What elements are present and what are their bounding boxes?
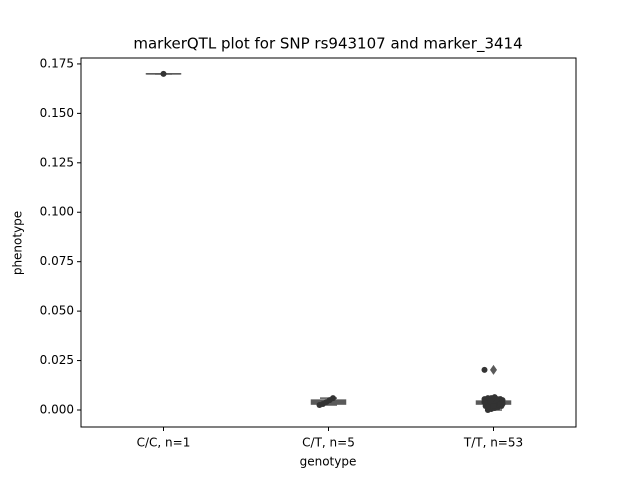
x-tick-label: C/C, n=1: [137, 436, 191, 450]
chart-title: markerQTL plot for SNP rs943107 and mark…: [133, 35, 522, 54]
point: [487, 398, 494, 405]
y-tick-label: 0.050: [40, 304, 74, 318]
flier: [490, 364, 497, 375]
point: [493, 396, 500, 403]
y-tick-label: 0.125: [40, 155, 74, 169]
y-tick-label: 0.000: [40, 402, 74, 416]
point: [490, 403, 497, 410]
x-tick-label: C/T, n=5: [302, 436, 355, 450]
y-axis-label: phenotype: [11, 211, 25, 275]
y-tick-label: 0.150: [40, 106, 74, 120]
y-tick-label: 0.175: [40, 56, 74, 70]
x-axis-label: genotype: [300, 455, 357, 469]
plot-frame: [80, 57, 577, 428]
y-tick-label: 0.075: [40, 254, 74, 268]
y-tick-label: 0.025: [40, 353, 74, 367]
point: [481, 366, 488, 373]
point: [481, 399, 488, 406]
x-tick-label: T/T, n=53: [463, 436, 523, 450]
y-tick-label: 0.100: [40, 205, 74, 219]
point: [497, 401, 504, 408]
point: [160, 70, 167, 77]
point: [484, 404, 491, 411]
point: [330, 395, 336, 402]
